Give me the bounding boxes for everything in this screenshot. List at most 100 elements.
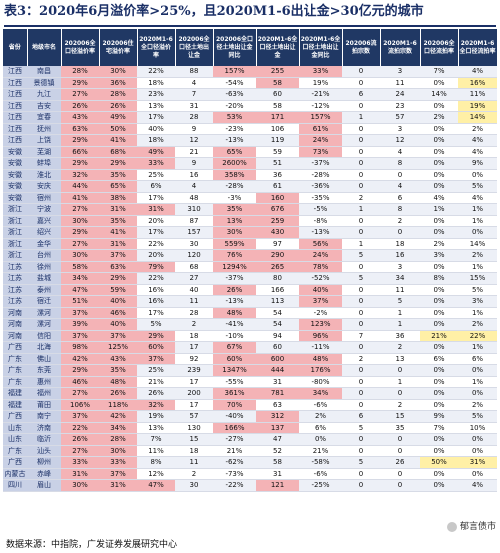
- value-cell: 44%: [61, 180, 99, 193]
- value-cell: 106%: [61, 399, 99, 411]
- value-cell: 11: [175, 456, 213, 469]
- value-cell: 4%: [458, 146, 497, 158]
- value-cell: 0: [342, 261, 380, 273]
- value-cell: 11%: [458, 88, 497, 101]
- value-cell: -41%: [213, 318, 256, 331]
- value-cell: 9: [175, 157, 213, 170]
- value-cell: 59: [256, 146, 299, 158]
- table-row: 浙江 金华 27% 31% 22% 30 559% 97 56% 1 18 2% 14%: [3, 238, 497, 250]
- header-cell: 2020M1-6全口径土地出让金: [256, 29, 300, 66]
- value-cell: 1: [380, 318, 420, 331]
- value-cell: 43%: [61, 111, 99, 124]
- value-cell: -40%: [213, 410, 256, 423]
- value-cell: -28%: [213, 180, 256, 193]
- value-cell: 12: [175, 134, 213, 147]
- province-cell: 广东: [3, 353, 27, 365]
- value-cell: 58%: [61, 261, 99, 273]
- province-cell: 安徽: [3, 169, 27, 181]
- value-cell: 30: [175, 479, 213, 492]
- value-cell: 1: [342, 238, 380, 250]
- value-cell: 17: [175, 399, 213, 411]
- value-cell: 78%: [299, 261, 342, 273]
- value-cell: 1347%: [213, 364, 256, 377]
- city-cell: 泰州: [27, 284, 61, 296]
- value-cell: -13%: [299, 226, 342, 239]
- value-cell: 76%: [213, 249, 256, 262]
- value-cell: 20%: [137, 249, 175, 262]
- city-cell: 南宁: [27, 410, 61, 423]
- value-cell: 3%: [458, 295, 497, 308]
- value-cell: -11%: [299, 341, 342, 354]
- value-cell: -62%: [213, 456, 256, 469]
- table-row: 广西 北海 98% 125% 60% 17 67% 60 -11% 0 2 0% 1%: [3, 341, 497, 354]
- value-cell: -27%: [213, 433, 256, 446]
- value-cell: 0: [342, 468, 380, 480]
- value-cell: 4: [175, 180, 213, 193]
- value-cell: 2: [342, 353, 380, 365]
- value-cell: 34%: [299, 387, 342, 400]
- value-cell: 1: [380, 307, 420, 319]
- city-cell: 信阳: [27, 330, 61, 342]
- city-land-table: 省份 地级市名 202006全口径溢价率 202006住宅溢价率 2020M1-6全口径…: [3, 29, 498, 492]
- value-cell: 0%: [420, 307, 458, 319]
- value-cell: 58: [256, 456, 299, 469]
- value-cell: 24: [380, 88, 420, 101]
- value-cell: 1: [342, 203, 380, 216]
- table-row: 江西 南昌 28% 30% 22% 88 157% 255 33% 0 3 7% 4%: [3, 66, 497, 78]
- city-cell: 宿州: [27, 192, 61, 204]
- value-cell: 166: [256, 284, 299, 296]
- province-cell: 福建: [3, 399, 27, 411]
- value-cell: 73%: [299, 146, 342, 158]
- table-row: 江西 九江 27% 28% 23% 7 -63% 60 -21% 6 24 14% 11%: [3, 88, 497, 101]
- value-cell: 19%: [299, 77, 342, 89]
- header-cell: 2020M1-6全口径流拍率: [458, 29, 498, 66]
- value-cell: 16%: [458, 77, 497, 89]
- value-cell: 31%: [61, 468, 99, 480]
- value-cell: 47: [256, 433, 299, 446]
- value-cell: -13%: [213, 134, 256, 147]
- value-cell: 41%: [61, 192, 99, 204]
- value-cell: 14%: [420, 88, 458, 101]
- value-cell: 60: [256, 88, 299, 101]
- value-cell: 0: [342, 376, 380, 388]
- province-cell: 内蒙古: [3, 468, 27, 480]
- value-cell: 0%: [420, 376, 458, 388]
- value-cell: -6%: [299, 468, 342, 480]
- value-cell: 0%: [299, 433, 342, 446]
- value-cell: 0%: [458, 433, 497, 446]
- province-cell: 河南: [3, 307, 27, 319]
- table-row: 江西 景德镇 29% 36% 18% 4 -54% 58 19% 0 11 0% 16%: [3, 77, 497, 89]
- value-cell: -37%: [213, 272, 256, 285]
- table-row: 江西 上饶 29% 41% 18% 12 -13% 119 24% 0 12 0% 4%: [3, 134, 497, 147]
- value-cell: 2: [342, 192, 380, 204]
- value-cell: 5%: [458, 284, 497, 296]
- value-cell: 361%: [213, 387, 256, 400]
- value-cell: 430: [256, 226, 299, 239]
- value-cell: -55%: [213, 376, 256, 388]
- value-cell: 18: [175, 330, 213, 342]
- value-cell: 0: [342, 146, 380, 158]
- value-cell: 22%: [137, 238, 175, 250]
- city-cell: 南昌: [27, 66, 61, 78]
- value-cell: 28%: [61, 66, 99, 78]
- value-cell: -58%: [299, 456, 342, 469]
- value-cell: 48%: [299, 353, 342, 365]
- value-cell: 0%: [420, 364, 458, 377]
- table-row: 浙江 宁波 27% 31% 31% 310 35% 676 -5% 1 8 1% 1%: [3, 203, 497, 216]
- value-cell: 0: [342, 284, 380, 296]
- value-cell: 8: [380, 157, 420, 170]
- value-cell: 13%: [137, 100, 175, 112]
- value-cell: 17%: [137, 226, 175, 239]
- city-cell: 上饶: [27, 134, 61, 147]
- value-cell: 18%: [137, 134, 175, 147]
- city-cell: 盐城: [27, 272, 61, 285]
- value-cell: 26%: [61, 100, 99, 112]
- province-cell: 广西: [3, 341, 27, 354]
- value-cell: 2%: [299, 410, 342, 423]
- value-cell: 3: [380, 66, 420, 78]
- value-cell: 166%: [213, 422, 256, 434]
- value-cell: 98%: [61, 341, 99, 354]
- value-cell: 6: [380, 192, 420, 204]
- value-cell: 15%: [458, 272, 497, 285]
- value-cell: 41%: [99, 226, 137, 239]
